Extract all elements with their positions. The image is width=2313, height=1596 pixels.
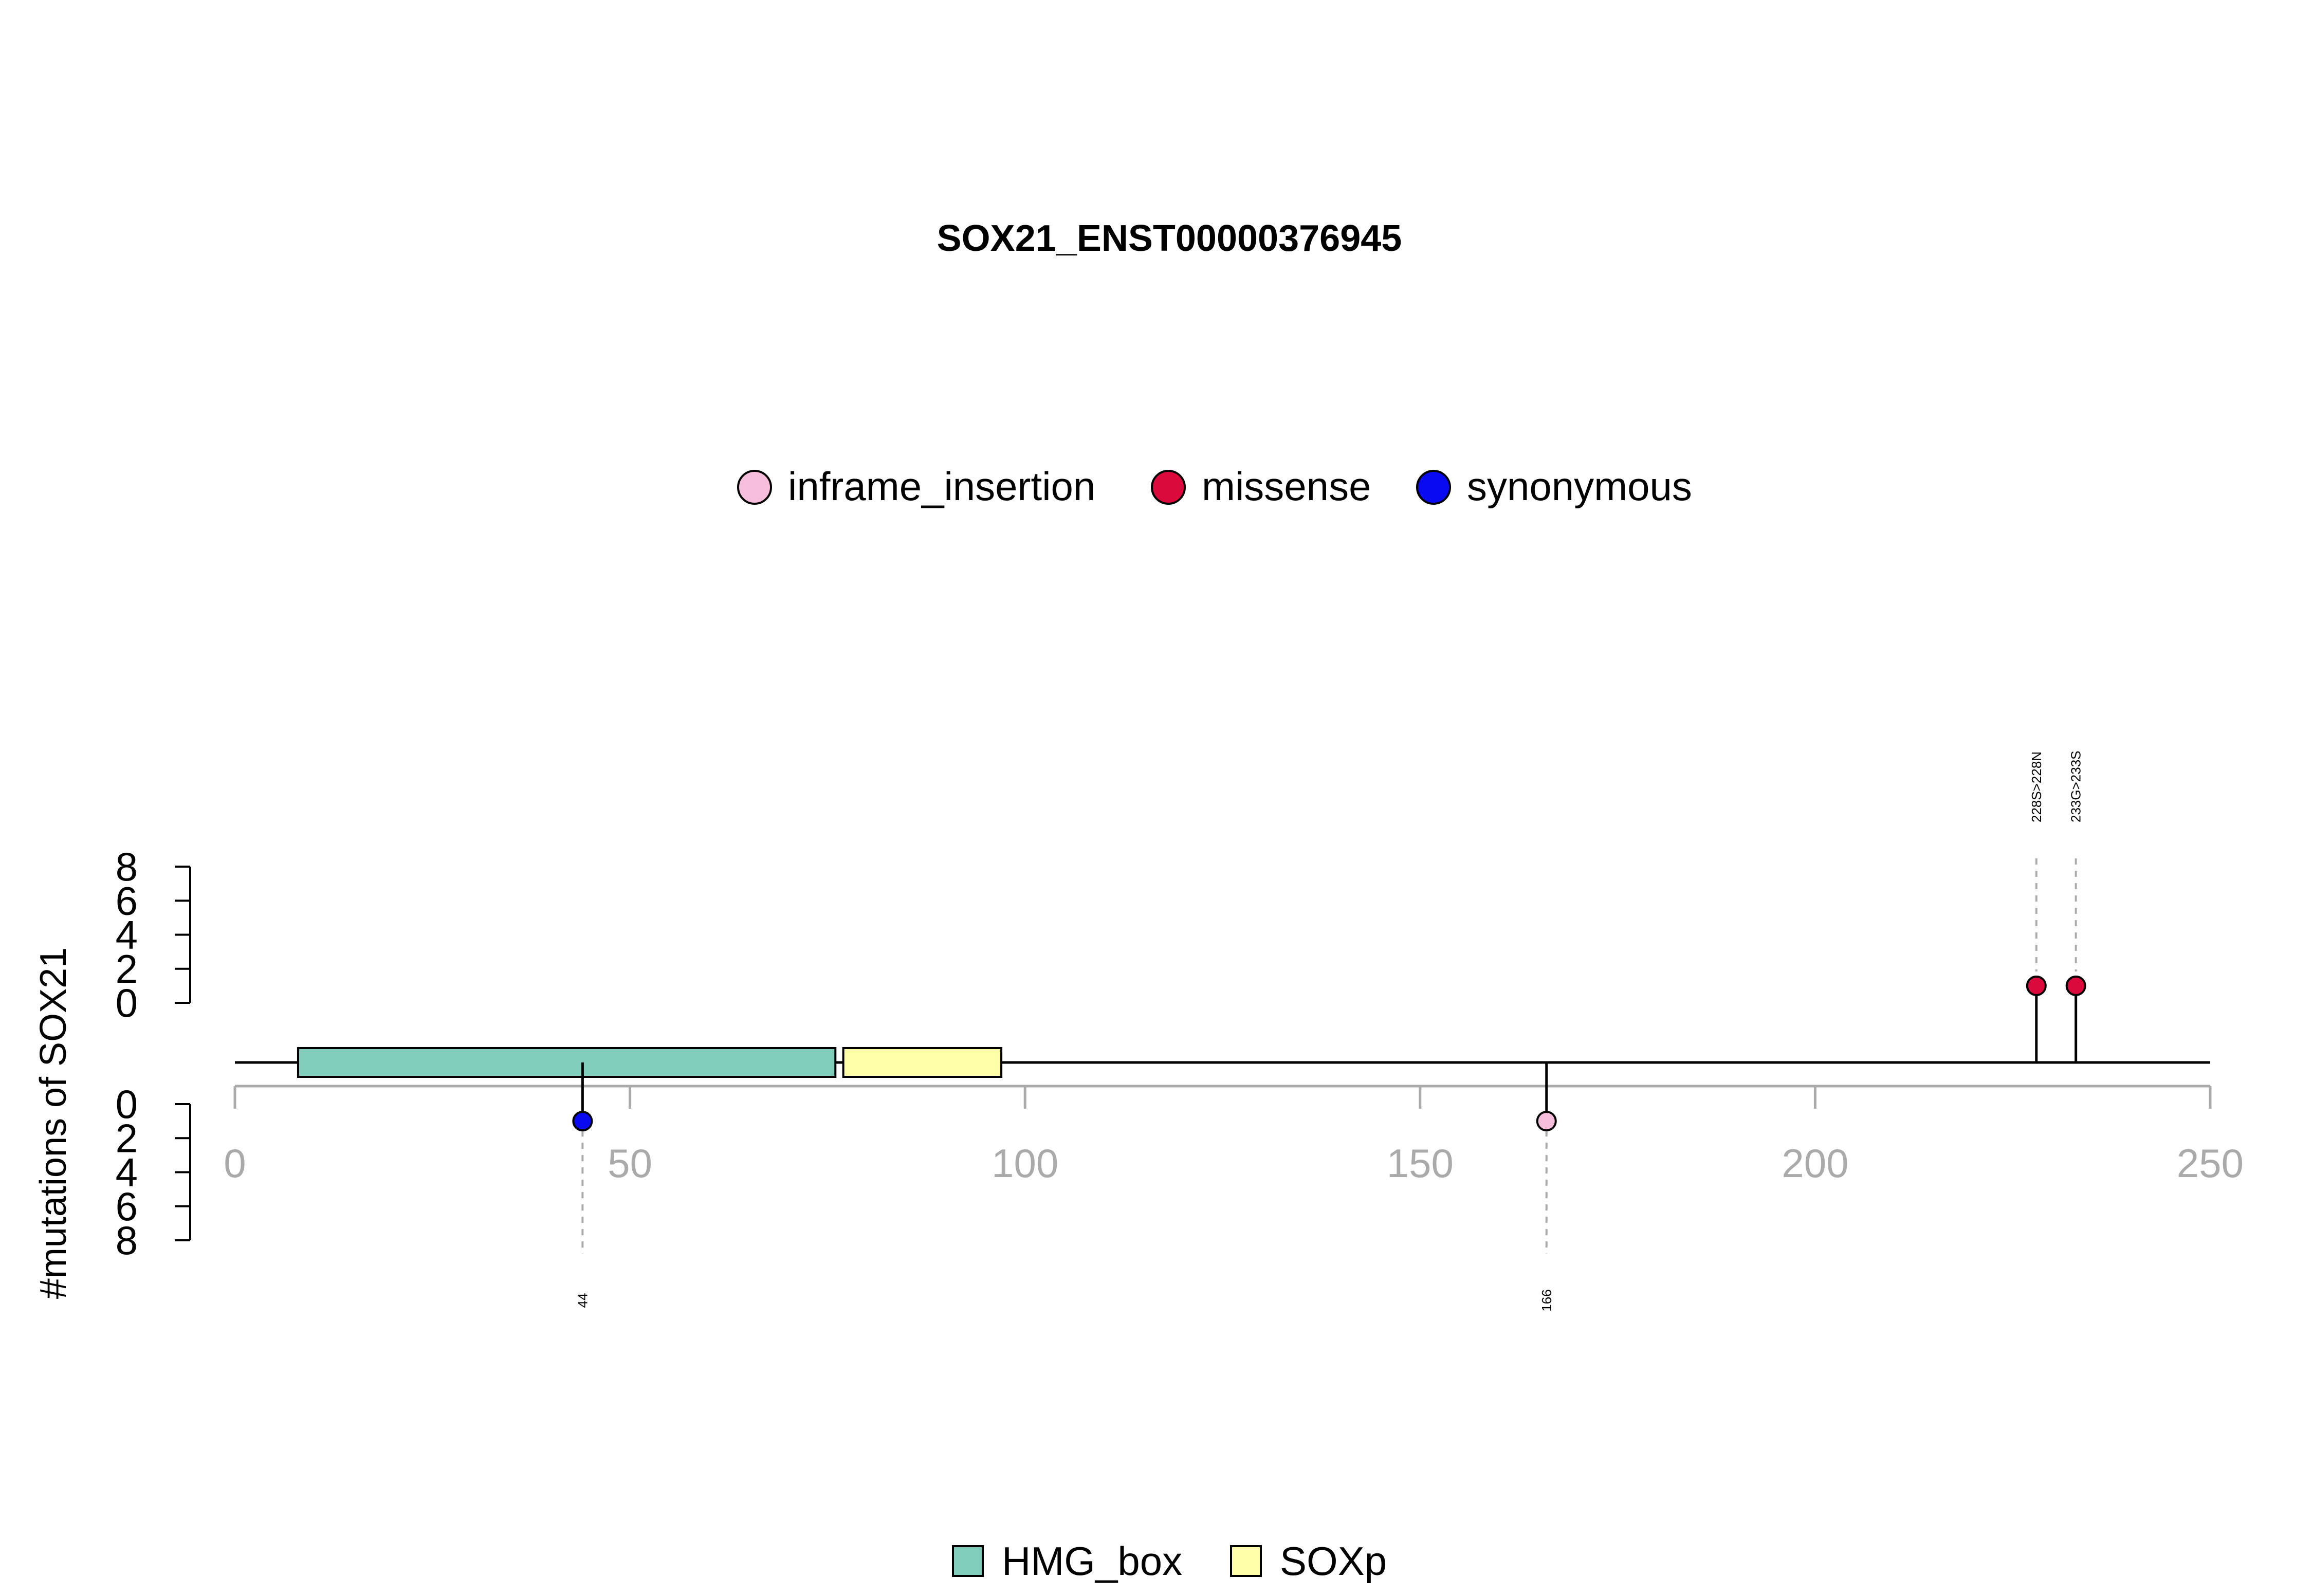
domains [297, 1047, 1003, 1078]
bottom-y-tick-label: 0 [116, 1081, 138, 1127]
legend-marker-missense [1151, 470, 1186, 505]
domain-legend: HMG_box SOXp [952, 1538, 1387, 1584]
legend-label-missense: missense [1202, 464, 1371, 509]
plot-area: inframe_insertion missense synonymous HMG_b… [116, 464, 2244, 1584]
mutation-point-inframe_insertion [1536, 1111, 1557, 1132]
domain-legend-label-SOXp: SOXp [1280, 1538, 1387, 1584]
legend-label-inframe_insertion: inframe_insertion [788, 464, 1095, 509]
x-axis: 0 50 100 150 200 250 [224, 1085, 2244, 1186]
domain-legend-swatch-SOXp [1230, 1545, 1262, 1577]
top-y-tick-label: 0 [116, 980, 138, 1025]
top-y-tick-label: 8 [116, 844, 138, 889]
mutation-label: 228S>228N [2029, 751, 2044, 822]
x-tick-label: 50 [608, 1141, 652, 1186]
x-tick-label: 0 [224, 1141, 246, 1186]
mutation-point-missense [2026, 975, 2047, 996]
top-y-tick-label: 6 [116, 878, 138, 923]
domain-legend-label-HMG_box: HMG_box [1002, 1538, 1182, 1584]
legend-label-synonymous: synonymous [1467, 464, 1692, 509]
bottom-mutations: 44 166 [572, 1062, 1557, 1312]
mutation-point-missense [2065, 975, 2086, 996]
mutation-legend: inframe_insertion missense synonymous [737, 464, 1692, 509]
top-mutations: 228S>228N 233G>233S [2026, 750, 2086, 1062]
x-tick-label: 150 [1387, 1141, 1454, 1186]
domain-SOXp [842, 1047, 1003, 1078]
domain-HMG_box [297, 1047, 837, 1078]
bottom-y-tick-label: 4 [116, 1150, 138, 1195]
bottom-y-tick-label: 6 [116, 1184, 138, 1229]
legend-marker-inframe_insertion [737, 470, 772, 505]
domain-legend-swatch-HMG_box [952, 1545, 984, 1577]
x-tick-label: 200 [1782, 1141, 1848, 1186]
bottom-y-tick-label: 8 [116, 1218, 138, 1263]
mutation-label: 233G>233S [2068, 750, 2084, 822]
chart-title: SOX21_ENST00000376945 [937, 218, 1402, 259]
legend-marker-synonymous [1416, 470, 1451, 505]
top-y-tick-label: 2 [116, 946, 138, 992]
mutation-point-synonymous [572, 1111, 593, 1132]
y-axis-label: #mutations of SOX21 [33, 947, 74, 1299]
mutation-label: 44 [575, 1293, 590, 1308]
x-tick-label: 250 [2177, 1141, 2244, 1186]
top-y-tick-label: 4 [116, 912, 138, 958]
bottom-y-tick-label: 2 [116, 1115, 138, 1161]
mutation-label: 166 [1539, 1289, 1554, 1311]
x-tick-label: 100 [992, 1141, 1058, 1186]
